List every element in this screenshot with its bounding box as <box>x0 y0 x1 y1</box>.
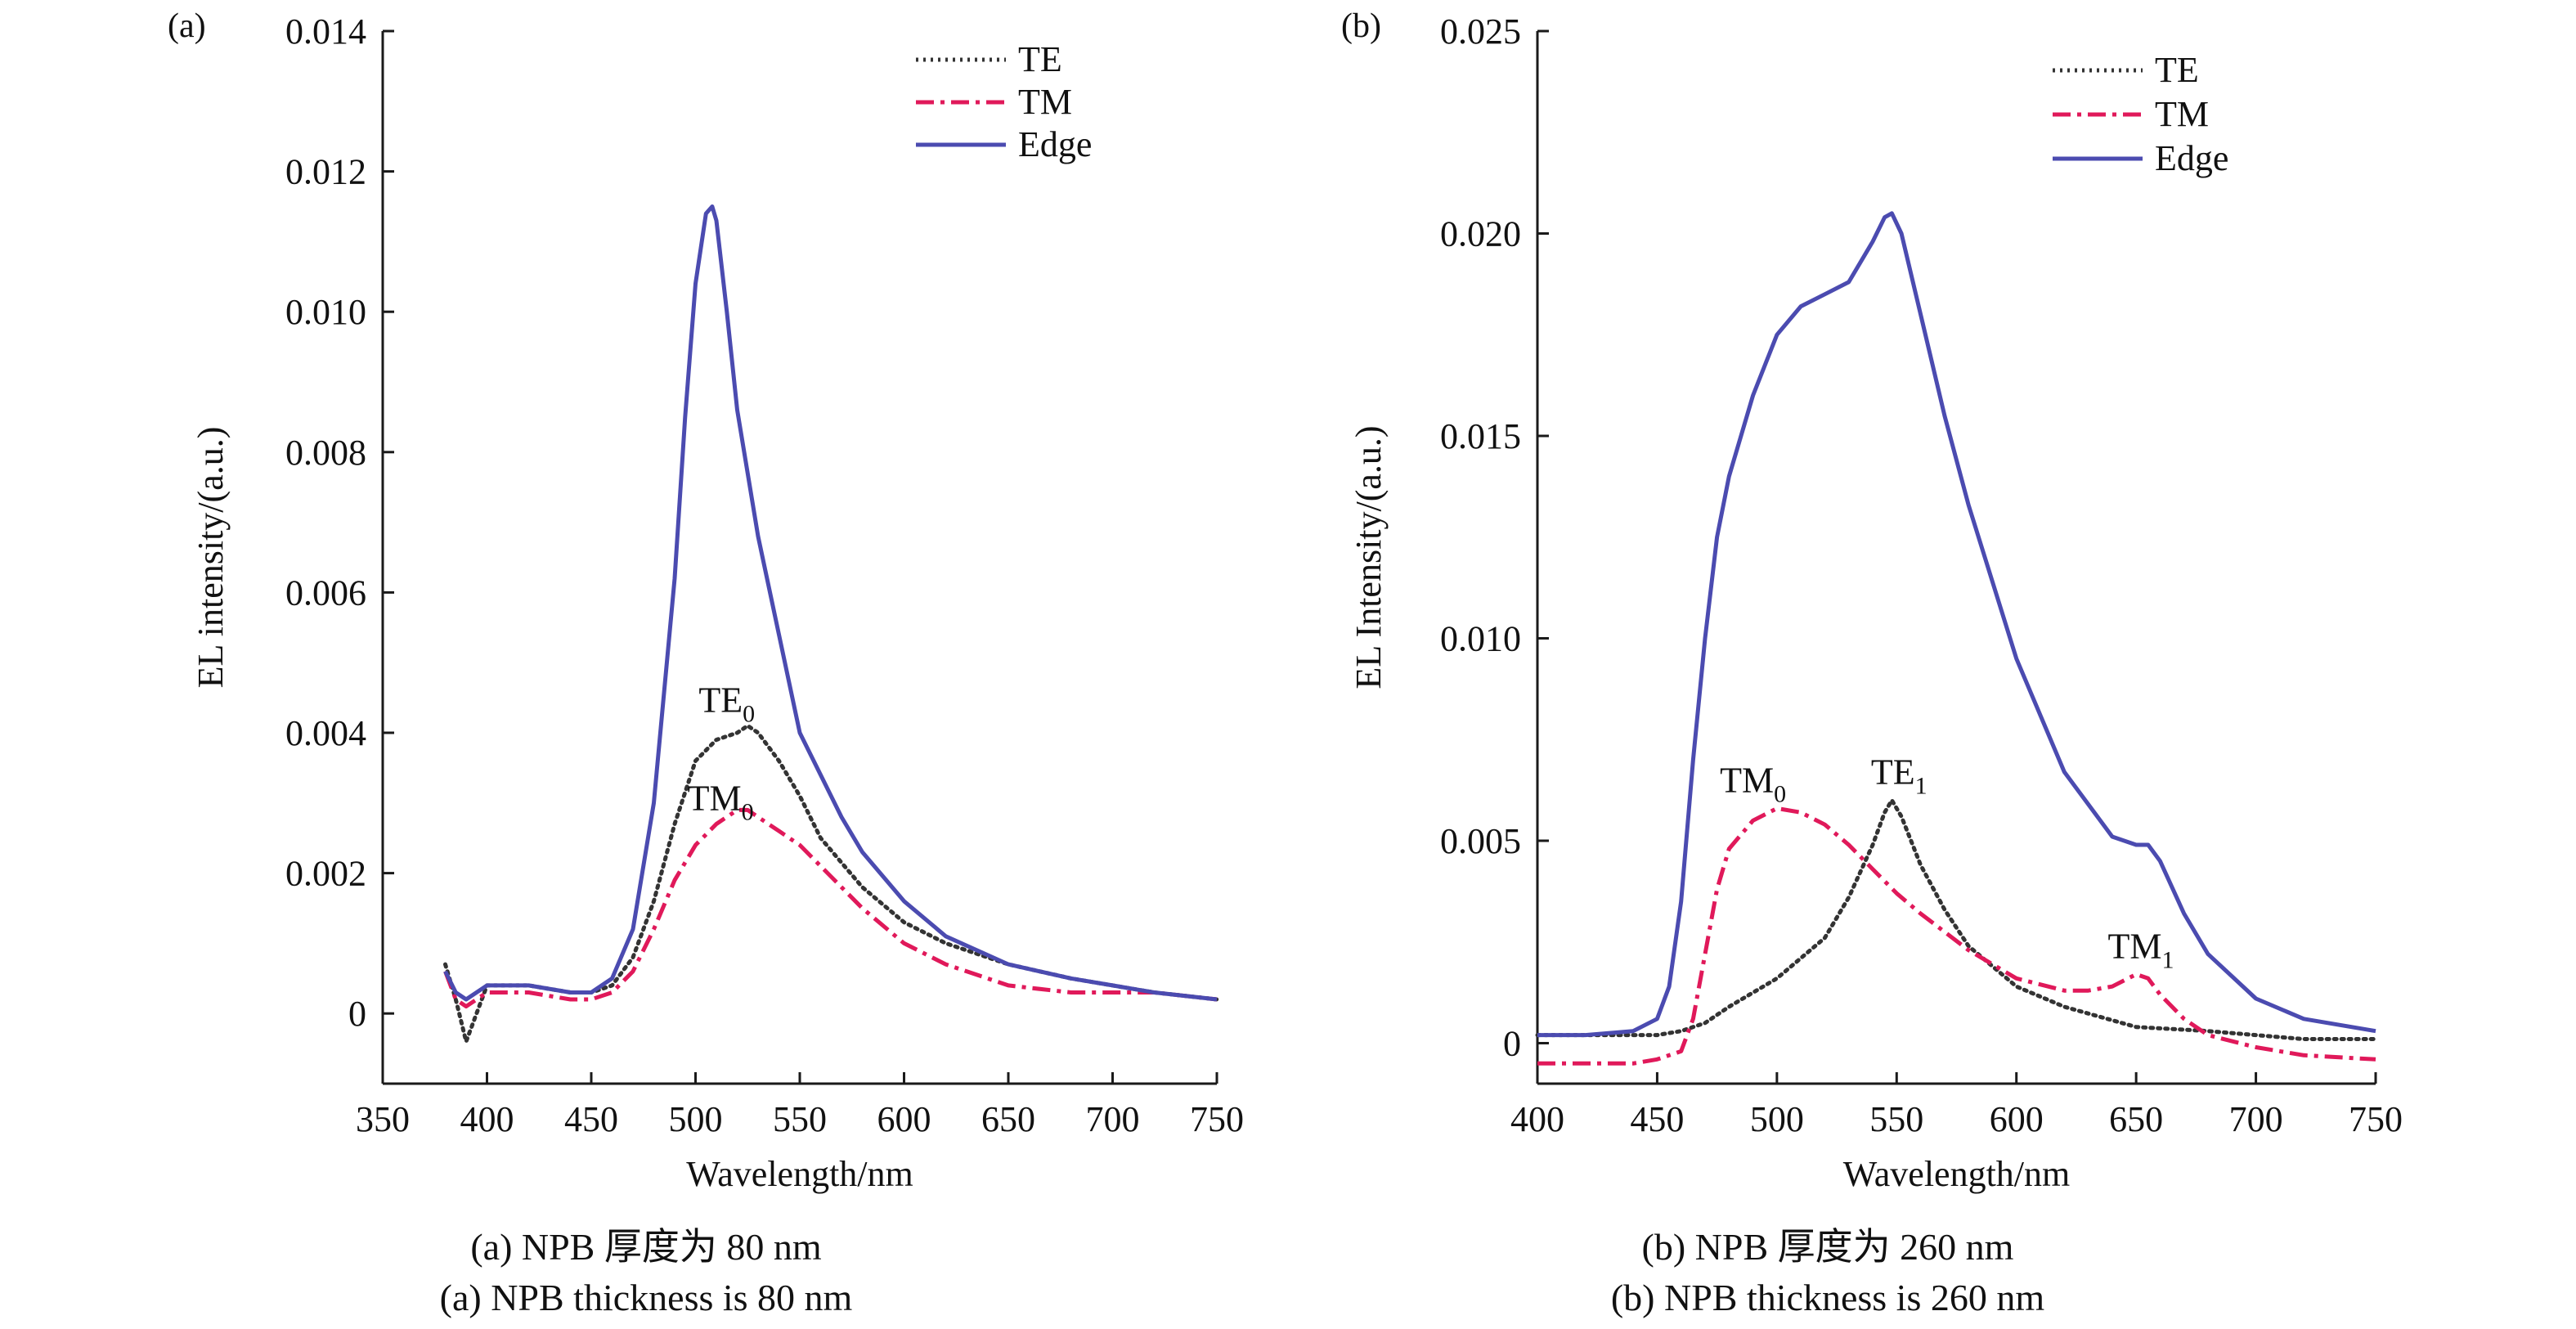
y-tick-label: 0.004 <box>285 713 366 753</box>
y-tick-label: 0.010 <box>285 292 366 332</box>
caption-b-chinese: (b) NPB 厚度为 260 nm <box>1641 1226 2014 1268</box>
x-axis-title: Wavelength/nm <box>686 1154 913 1194</box>
y-tick-label: 0.012 <box>285 152 366 192</box>
y-tick-label: 0.005 <box>1440 821 1521 861</box>
peak-label-te1: TE1 <box>1871 752 1928 800</box>
series-line-tm <box>443 807 1218 1009</box>
legend-label-te: TE <box>1018 39 1062 79</box>
y-tick-label: 0.008 <box>285 433 366 473</box>
caption-a-chinese: (a) NPB 厚度为 80 nm <box>470 1226 822 1268</box>
y-tick-label: 0.020 <box>1440 214 1521 254</box>
legend-label-edge: Edge <box>1018 124 1092 164</box>
legend-label-te: TE <box>2155 50 2199 90</box>
x-tick-label: 450 <box>1630 1099 1684 1139</box>
x-axis-title: Wavelength/nm <box>1843 1154 2071 1194</box>
x-tick-label: 500 <box>669 1099 723 1139</box>
peak-label-tm0: TM0 <box>688 778 754 825</box>
legend-label-edge: Edge <box>2155 138 2228 178</box>
x-tick-label: 400 <box>1510 1099 1564 1139</box>
y-tick-label: 0 <box>1503 1024 1521 1064</box>
x-tick-label: 600 <box>1990 1099 2044 1139</box>
y-tick-label: 0.006 <box>285 572 366 613</box>
y-tick-label: 0.025 <box>1440 11 1521 52</box>
x-tick-label: 700 <box>2229 1099 2283 1139</box>
series-line-te <box>1535 798 2378 1041</box>
series-line-edge <box>1537 211 2376 1038</box>
legend-label-tm: TM <box>1018 82 1072 122</box>
x-tick-label: 700 <box>1086 1099 1140 1139</box>
x-tick-label: 550 <box>1869 1099 1923 1139</box>
series-line-tm <box>1537 806 2376 1066</box>
x-tick-label: 600 <box>877 1099 931 1139</box>
x-tick-label: 400 <box>460 1099 514 1139</box>
y-tick-label: 0.002 <box>285 854 366 894</box>
series-line-te <box>443 723 1219 1044</box>
x-tick-label: 650 <box>2109 1099 2163 1139</box>
x-tick-label: 450 <box>564 1099 618 1139</box>
y-tick-label: 0.015 <box>1440 416 1521 456</box>
y-tick-label: 0.010 <box>1440 619 1521 659</box>
series-line-edge <box>443 204 1218 1002</box>
chart-panel-a: (a) 350 400 450 500 550 600 650 700 750 0 0.002 0.00… <box>168 7 1244 1194</box>
peak-label-tm1: TM1 <box>2108 927 2174 974</box>
y-axis-title: EL intensity/(a.u.) <box>191 427 231 689</box>
x-tick-label: 550 <box>773 1099 827 1139</box>
peak-label-tm0: TM0 <box>1720 761 1786 808</box>
caption-a-english: (a) NPB thickness is 80 nm <box>439 1277 853 1318</box>
panel-label: (b) <box>1341 7 1381 45</box>
x-tick-label: 350 <box>356 1099 410 1139</box>
panel-label: (a) <box>168 7 206 45</box>
y-tick-label: 0 <box>348 994 366 1034</box>
peak-label-te0: TE0 <box>698 680 755 727</box>
y-axis-title: EL Intensity/(a.u.) <box>1349 425 1389 689</box>
legend-label-tm: TM <box>2155 94 2209 134</box>
x-tick-label: 750 <box>2349 1099 2403 1139</box>
y-tick-label: 0.014 <box>285 11 366 52</box>
x-tick-label: 650 <box>981 1099 1035 1139</box>
x-tick-label: 500 <box>1750 1099 1804 1139</box>
caption-b-english: (b) NPB thickness is 260 nm <box>1610 1277 2045 1318</box>
chart-panel-b: (b) 400 450 500 550 600 650 700 750 0 0.005 0.010 0.… <box>1341 7 2403 1194</box>
x-tick-label: 750 <box>1190 1099 1244 1139</box>
